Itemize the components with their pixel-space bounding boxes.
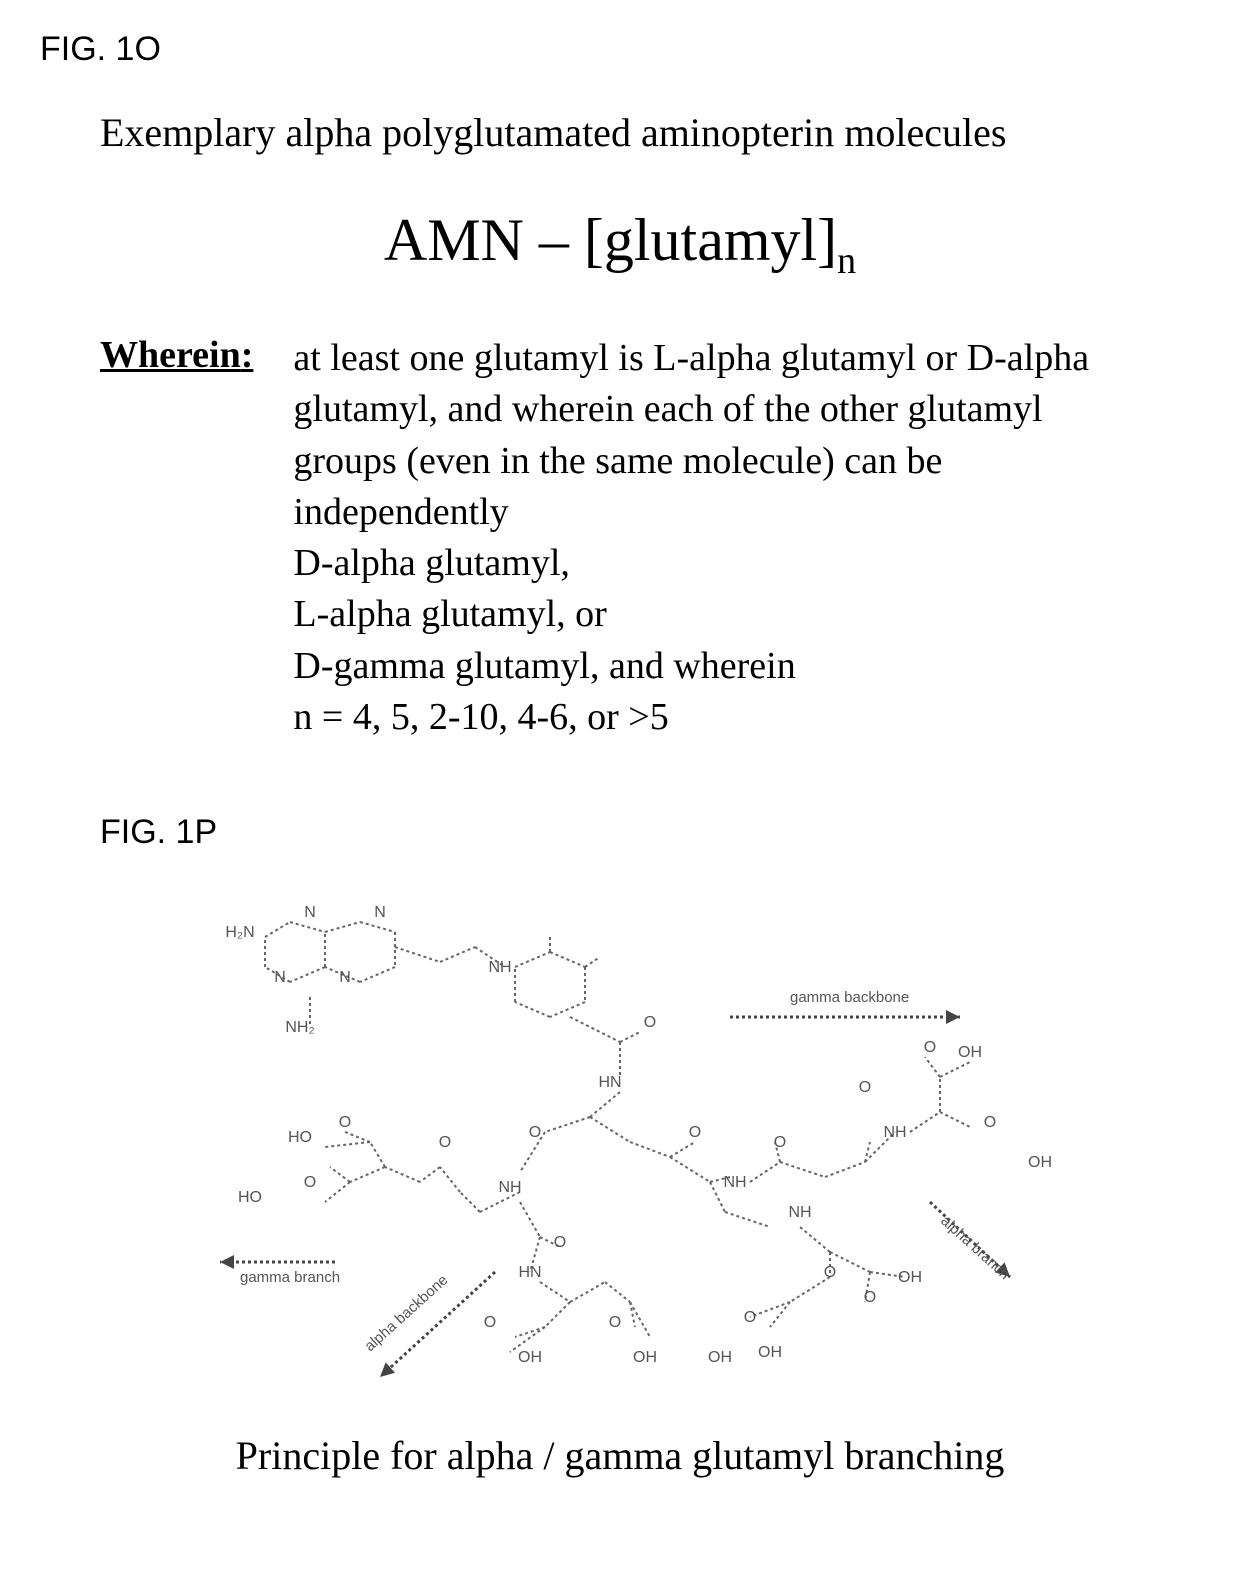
svg-text:O: O [339, 1114, 351, 1131]
wherein-label: Wherein: [100, 333, 253, 377]
formula-prefix: AMN – [glutamyl] [384, 207, 837, 273]
svg-text:O: O [864, 1289, 876, 1306]
svg-text:OH: OH [898, 1269, 922, 1286]
wherein-colon: : [241, 334, 254, 376]
wherein-body: at least one glutamyl is L-alpha glutamy… [293, 333, 1089, 743]
svg-text:O: O [689, 1124, 701, 1141]
page-root: FIG. 1O Exemplary alpha polyglutamated a… [0, 0, 1240, 1569]
svg-text:O: O [924, 1039, 936, 1056]
figure-1o-formula: AMN – [glutamyl]n [40, 206, 1200, 283]
svg-text:O: O [609, 1314, 621, 1331]
definition-line: groups (even in the same molecule) can b… [293, 436, 1089, 487]
svg-text:OH: OH [1028, 1154, 1052, 1171]
svg-text:O: O [774, 1134, 786, 1151]
svg-text:HN: HN [598, 1074, 621, 1091]
svg-text:OH: OH [518, 1349, 542, 1366]
wherein-word: Wherein [100, 334, 241, 376]
svg-text:O: O [859, 1079, 871, 1096]
svg-text:O: O [304, 1174, 316, 1191]
definition-line: n = 4, 5, 2-10, 4-6, or >5 [293, 692, 1089, 743]
definition-line: independently [293, 487, 1089, 538]
svg-text:OH: OH [633, 1349, 657, 1366]
svg-text:N: N [339, 969, 351, 986]
figure-1o-title: Exemplary alpha polyglutamated aminopter… [100, 109, 1200, 156]
figure-1p-caption: Principle for alpha / gamma glutamyl bra… [40, 1432, 1200, 1479]
svg-text:N: N [274, 969, 286, 986]
wherein-block: Wherein: at least one glutamyl is L-alph… [100, 333, 1200, 743]
svg-text:O: O [824, 1264, 836, 1281]
chemical-svg: H₂NNNNNNH₂NHOHNONHOHOOHOOOHNOOHOOHNHOONH… [170, 882, 1070, 1402]
svg-text:O: O [984, 1114, 996, 1131]
svg-text:O: O [644, 1014, 656, 1031]
svg-text:alpha branch: alpha branch [937, 1213, 1013, 1284]
svg-text:NH: NH [488, 959, 511, 976]
figure-1o-label: FIG. 1O [40, 30, 1200, 69]
svg-text:HN: HN [518, 1264, 541, 1281]
svg-text:O: O [744, 1309, 756, 1326]
svg-text:NH: NH [883, 1124, 906, 1141]
svg-text:NH: NH [788, 1204, 811, 1221]
figure-1p-label: FIG. 1P [100, 813, 1200, 852]
formula-subscript: n [837, 240, 856, 282]
svg-text:HO: HO [238, 1189, 262, 1206]
definition-line: L-alpha glutamyl, or [293, 589, 1089, 640]
chemical-diagram: H₂NNNNNNH₂NHOHNONHOHOOHOOOHNOOHOOHNHOONH… [170, 882, 1070, 1402]
svg-text:O: O [554, 1234, 566, 1251]
svg-text:OH: OH [958, 1044, 982, 1061]
svg-text:N: N [374, 904, 386, 921]
svg-text:NH₂: NH₂ [285, 1019, 314, 1036]
svg-text:H₂N: H₂N [225, 924, 254, 941]
svg-text:gamma backbone: gamma backbone [790, 989, 909, 1006]
definition-line: glutamyl, and wherein each of the other … [293, 384, 1089, 435]
svg-text:O: O [439, 1134, 451, 1151]
svg-text:OH: OH [708, 1349, 732, 1366]
svg-text:NH: NH [723, 1174, 746, 1191]
definition-line: D-alpha glutamyl, [293, 538, 1089, 589]
svg-text:alpha backbone: alpha backbone [361, 1272, 451, 1356]
svg-text:gamma branch: gamma branch [240, 1269, 340, 1286]
svg-text:O: O [484, 1314, 496, 1331]
svg-text:N: N [304, 904, 316, 921]
svg-text:O: O [529, 1124, 541, 1141]
svg-text:HO: HO [288, 1129, 312, 1146]
definition-line: D-gamma glutamyl, and wherein [293, 641, 1089, 692]
definition-line: at least one glutamyl is L-alpha glutamy… [293, 333, 1089, 384]
svg-text:OH: OH [758, 1344, 782, 1361]
svg-text:NH: NH [498, 1179, 521, 1196]
